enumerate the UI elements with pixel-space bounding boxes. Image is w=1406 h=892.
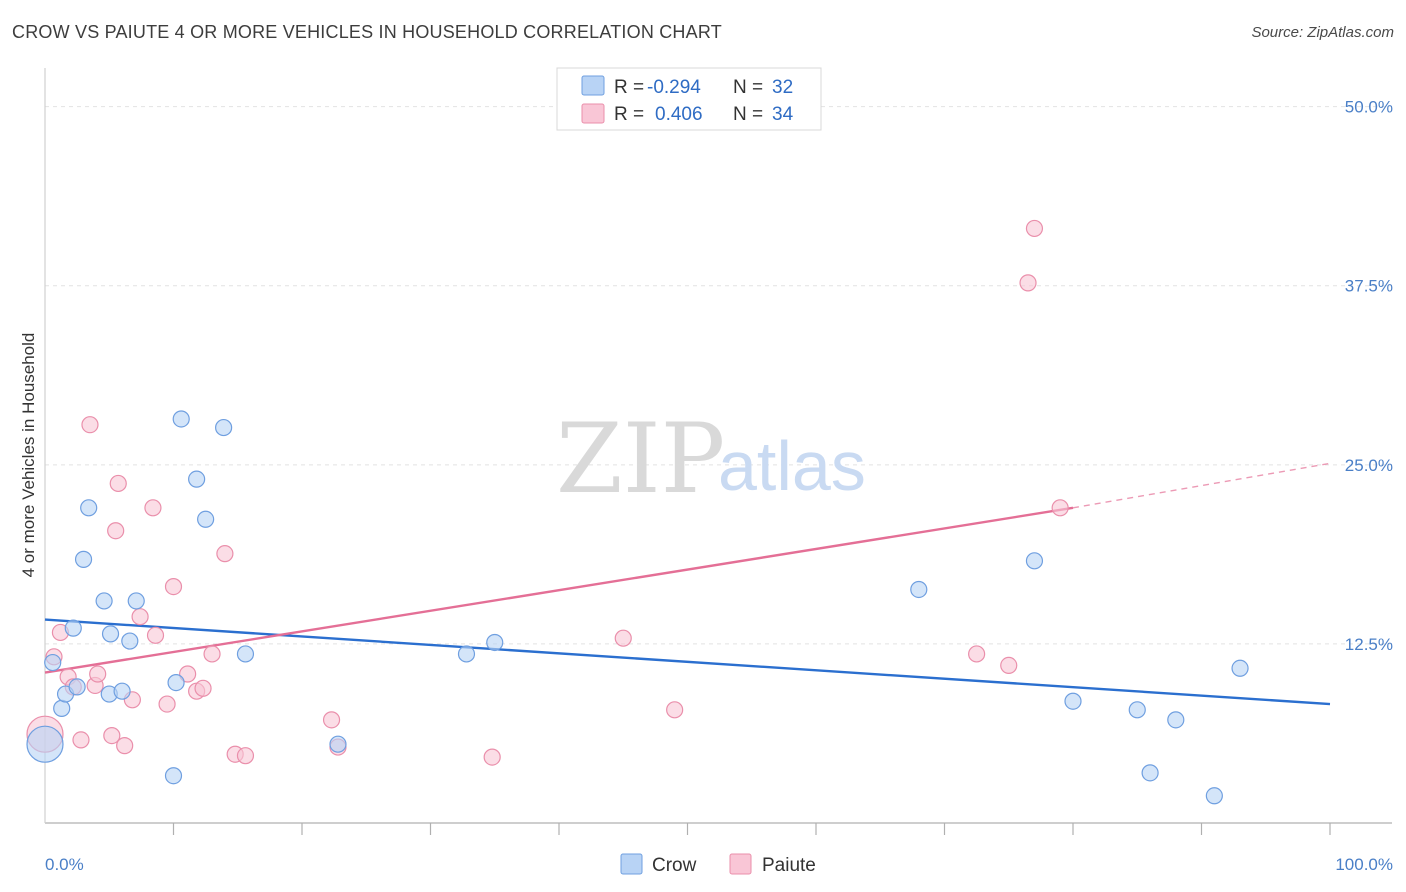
watermark-atlas: atlas bbox=[718, 427, 866, 505]
crow-point bbox=[215, 418, 233, 437]
crow-point bbox=[164, 767, 183, 785]
bottom-legend-paiute-swatch bbox=[729, 853, 752, 875]
paiute-point bbox=[158, 695, 176, 713]
legend-paiute-swatch bbox=[581, 103, 605, 124]
crow-point bbox=[236, 645, 255, 663]
bottom-legend-paiute-label: Paiute bbox=[762, 855, 816, 876]
crow-point bbox=[172, 410, 190, 428]
crow-point bbox=[53, 699, 71, 717]
legend-paiute-r-value: 0.406 bbox=[655, 104, 703, 125]
crow-point bbox=[26, 725, 64, 763]
crow-points bbox=[26, 410, 1249, 805]
paiute-point bbox=[236, 747, 255, 765]
x-tick-labels: 0.0% 100.0% bbox=[45, 855, 1393, 874]
x-ticks bbox=[172, 823, 1331, 835]
crow-point bbox=[457, 645, 476, 663]
watermark-zip: ZIP bbox=[556, 403, 725, 515]
crow-point bbox=[910, 580, 928, 599]
crow-point bbox=[121, 632, 139, 650]
legend-crow-n-value: 32 bbox=[772, 77, 793, 98]
series-legend: Crow Paiute bbox=[620, 853, 816, 876]
paiute-point bbox=[89, 665, 107, 683]
paiute-point bbox=[1051, 499, 1069, 517]
crow-point bbox=[188, 470, 206, 488]
crow-point bbox=[1064, 692, 1082, 710]
paiute-trendline bbox=[44, 506, 1074, 674]
crow-point bbox=[167, 673, 185, 692]
legend-paiute-n-value: 34 bbox=[772, 104, 794, 125]
paiute-point bbox=[1000, 656, 1018, 675]
crow-point bbox=[329, 735, 347, 753]
paiute-point bbox=[164, 578, 183, 596]
crow-point bbox=[64, 619, 82, 637]
paiute-point bbox=[81, 416, 99, 434]
paiute-point bbox=[1019, 274, 1037, 292]
paiute-point bbox=[322, 711, 341, 729]
paiute-point bbox=[179, 665, 197, 683]
bottom-legend-crow-swatch bbox=[620, 853, 643, 875]
paiute-point bbox=[109, 474, 127, 493]
bottom-legend-crow-label: Crow bbox=[652, 855, 697, 876]
crow-point bbox=[113, 682, 131, 700]
chart-title: CROW VS PAIUTE 4 OR MORE VEHICLES IN HOU… bbox=[12, 22, 722, 42]
x-tick-label: 0.0% bbox=[45, 855, 84, 874]
crow-point bbox=[1205, 787, 1223, 805]
crow-point bbox=[74, 550, 93, 568]
legend-paiute-n-label: N = bbox=[733, 104, 763, 125]
paiute-point bbox=[194, 679, 212, 697]
crow-trendline bbox=[44, 618, 1331, 706]
trend-lines bbox=[44, 462, 1331, 706]
y-tick-labels: 12.5% 25.0% 37.5% 50.0% bbox=[1345, 98, 1393, 654]
legend-crow-swatch bbox=[581, 75, 605, 96]
legend-crow-r-value: -0.294 bbox=[647, 77, 701, 98]
crow-point bbox=[1025, 552, 1044, 570]
crow-point bbox=[1128, 701, 1146, 719]
paiute-trendline-extension bbox=[1072, 462, 1331, 509]
paiute-point bbox=[103, 727, 121, 745]
paiute-point bbox=[614, 629, 632, 647]
paiute-point bbox=[216, 545, 234, 563]
paiute-point bbox=[107, 522, 125, 540]
paiute-point bbox=[1025, 219, 1044, 238]
y-tick-label: 50.0% bbox=[1345, 98, 1393, 117]
legend-crow-r-label: R = bbox=[614, 77, 644, 98]
legend-crow-n-label: N = bbox=[733, 77, 763, 98]
correlation-legend: R = -0.294 N = 32 R = 0.406 N = 34 bbox=[556, 67, 822, 131]
axes bbox=[44, 68, 1392, 824]
paiute-point bbox=[203, 645, 221, 663]
paiute-point bbox=[146, 626, 165, 644]
gridlines bbox=[45, 106, 1392, 645]
paiute-point bbox=[968, 645, 986, 663]
crow-point bbox=[101, 625, 120, 643]
y-tick-label: 12.5% bbox=[1345, 635, 1393, 654]
crow-point bbox=[1141, 764, 1159, 782]
crow-point bbox=[44, 653, 62, 672]
crow-point bbox=[197, 510, 215, 528]
paiute-point bbox=[483, 748, 501, 766]
crow-point bbox=[1231, 659, 1249, 677]
crow-point bbox=[68, 678, 86, 696]
paiute-point bbox=[72, 731, 90, 749]
source-label: Source: ZipAtlas.com bbox=[1251, 24, 1394, 41]
x-tick-label: 100.0% bbox=[1335, 855, 1393, 874]
crow-point bbox=[80, 499, 98, 517]
crow-point bbox=[1167, 711, 1185, 729]
y-tick-label: 37.5% bbox=[1345, 277, 1393, 296]
paiute-point bbox=[131, 608, 149, 626]
crow-point bbox=[486, 633, 504, 652]
crow-point bbox=[95, 592, 113, 610]
paiute-point bbox=[144, 499, 162, 517]
y-axis-title: 4 or more Vehicles in Household bbox=[19, 333, 38, 578]
crow-point bbox=[127, 592, 145, 610]
legend-paiute-r-label: R = bbox=[614, 104, 644, 125]
paiute-point bbox=[116, 737, 134, 755]
y-tick-label: 25.0% bbox=[1345, 456, 1393, 475]
paiute-point bbox=[666, 701, 684, 719]
